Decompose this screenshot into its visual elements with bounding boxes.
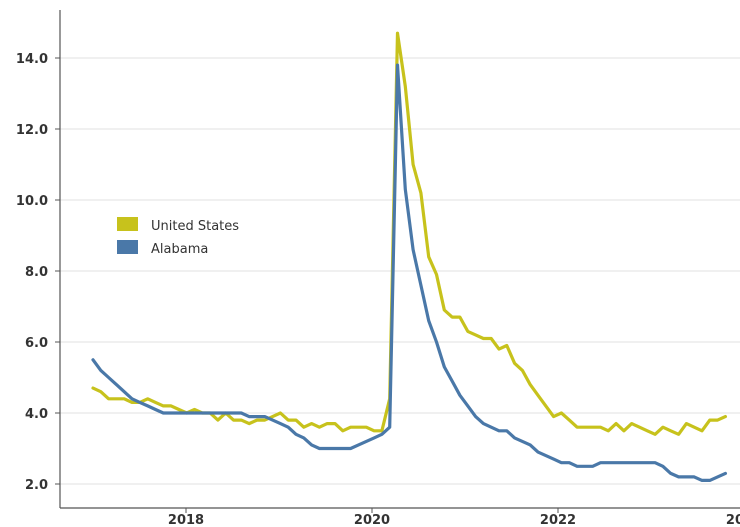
y-tick-label-3: 8.0	[25, 265, 48, 280]
legend-swatch-united-states	[117, 217, 138, 231]
y-tick-labels: 2.0 4.0 6.0 8.0 10.0 12.0 14.0	[16, 52, 48, 493]
legend-label-united-states: United States	[151, 219, 239, 234]
y-tick-label-2: 6.0	[25, 336, 48, 351]
legend-swatch-alabama	[117, 240, 138, 254]
x-tick-labels: 2018 2020 2022 2024	[168, 508, 740, 527]
x-tick-label-1: 2020	[354, 513, 390, 527]
y-tick-label-6: 14.0	[16, 52, 48, 67]
y-tick-label-1: 4.0	[25, 407, 48, 422]
y-tick-label-0: 2.0	[25, 478, 48, 493]
series-line-united-states	[91, 31, 728, 436]
x-tick-label-0: 2018	[168, 513, 204, 527]
legend-label-alabama: Alabama	[151, 242, 208, 257]
x-tick-label-2: 2022	[540, 513, 576, 527]
x-tick-label-3: 2024	[726, 513, 740, 527]
series-line-alabama	[91, 63, 728, 482]
y-tick-label-4: 10.0	[16, 194, 48, 209]
y-tick-label-5: 12.0	[16, 123, 48, 138]
series-lines	[91, 31, 728, 482]
axes	[59, 10, 740, 509]
legend: United States Alabama	[117, 217, 239, 257]
